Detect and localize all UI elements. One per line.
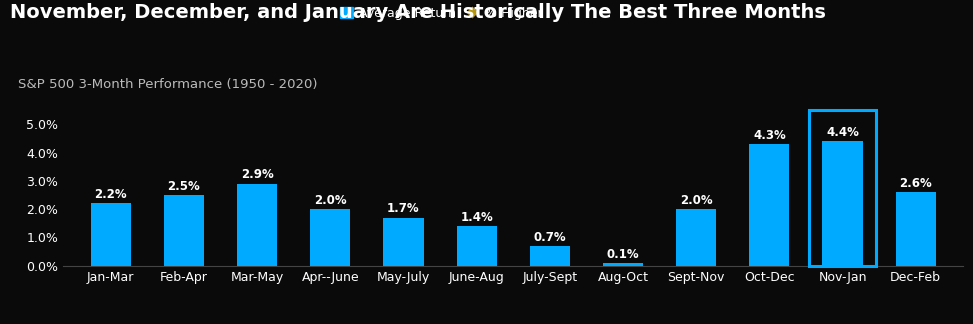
Bar: [895, 192, 936, 266]
Text: 0.7%: 0.7%: [533, 231, 566, 244]
Text: 4.4%: 4.4%: [826, 126, 859, 139]
Text: 2.6%: 2.6%: [899, 177, 932, 190]
Text: 2.5%: 2.5%: [167, 180, 200, 193]
Bar: [676, 209, 716, 266]
Text: 2.0%: 2.0%: [314, 194, 346, 207]
Text: 4.3%: 4.3%: [753, 129, 786, 142]
Legend: Average Return, % Higher: Average Return, % Higher: [338, 5, 545, 22]
Bar: [529, 246, 570, 266]
Bar: [163, 195, 204, 266]
Bar: [749, 144, 789, 266]
Text: 2.9%: 2.9%: [240, 168, 273, 181]
Text: 2.0%: 2.0%: [680, 194, 712, 207]
Text: November, December, and January Are Historically The Best Three Months: November, December, and January Are Hist…: [10, 3, 826, 22]
Bar: [603, 263, 643, 266]
Bar: [90, 203, 131, 266]
Bar: [383, 218, 423, 266]
Bar: [810, 110, 876, 266]
Bar: [237, 184, 277, 266]
Text: 1.4%: 1.4%: [460, 211, 493, 224]
Bar: [310, 209, 350, 266]
Text: 0.1%: 0.1%: [607, 248, 639, 260]
Bar: [822, 141, 863, 266]
Text: 2.2%: 2.2%: [94, 188, 127, 201]
Text: S&P 500 3-Month Performance (1950 - 2020): S&P 500 3-Month Performance (1950 - 2020…: [18, 78, 317, 91]
Text: 1.7%: 1.7%: [387, 202, 419, 215]
Bar: [456, 226, 497, 266]
